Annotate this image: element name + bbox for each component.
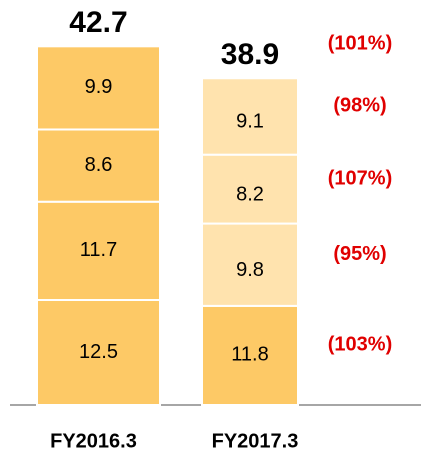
bar-segment — [201, 153, 299, 225]
x-tick-label: FY2016.3 — [50, 430, 137, 452]
x-tick-label: FY2017.3 — [212, 430, 299, 452]
bar-segment — [201, 304, 299, 407]
change-label: (95%) — [333, 243, 386, 265]
value-label: 11.8 — [231, 344, 268, 366]
value-label: 8.2 — [236, 183, 264, 205]
bar-segment — [36, 45, 161, 131]
value-label: 9.1 — [236, 111, 264, 133]
value-label: 11.7 — [80, 239, 117, 261]
change-label: (103%) — [328, 334, 392, 356]
bar-segment — [36, 200, 161, 301]
total-label: 38.9 — [221, 38, 279, 71]
change-label: (98%) — [333, 95, 386, 117]
value-label: 9.9 — [85, 76, 113, 98]
total-change-label: (101%) — [328, 33, 392, 55]
bar-segment — [201, 222, 299, 307]
change-label: (107%) — [328, 167, 392, 189]
bar-segment — [36, 299, 161, 406]
value-label: 8.6 — [85, 154, 113, 176]
value-label: 12.5 — [79, 341, 118, 363]
total-label: 42.7 — [69, 6, 127, 39]
bar-segment — [201, 77, 299, 156]
value-label: 9.8 — [236, 259, 264, 281]
